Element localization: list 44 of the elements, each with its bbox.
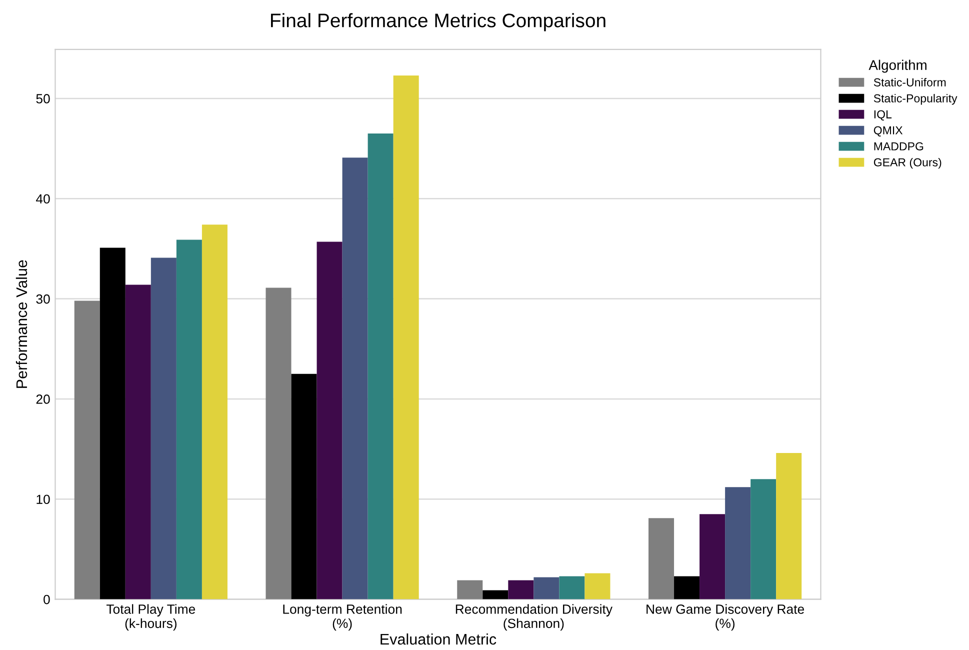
legend-label: GEAR (Ours) — [874, 158, 942, 169]
y-tick-label: 10 — [36, 494, 50, 504]
x-tick-label: Recommendation Diversity (Shannon) — [456, 604, 612, 631]
legend-label: IQL — [874, 110, 892, 120]
bar — [725, 487, 751, 600]
bar — [393, 75, 419, 600]
bar — [368, 134, 394, 600]
bar — [202, 224, 228, 600]
legend-label: Static-Uniform — [874, 78, 946, 86]
x-axis-title: Evaluation Metric — [380, 633, 496, 645]
bar — [316, 242, 342, 600]
bar — [342, 158, 368, 600]
bar — [674, 576, 700, 600]
bar — [291, 374, 317, 600]
bar — [700, 514, 726, 600]
legend-label: Static-Popularity — [874, 94, 958, 105]
y-tick-label: 50 — [36, 94, 50, 104]
bar — [266, 288, 292, 600]
legend-title: Algorithm — [868, 60, 926, 73]
bar — [482, 590, 508, 600]
bar — [74, 300, 100, 600]
y-tick-label: 20 — [36, 394, 50, 404]
bar — [125, 284, 151, 600]
bar — [100, 248, 126, 600]
bar — [648, 518, 674, 600]
legend-label: MADDPG — [874, 142, 924, 150]
bar — [508, 580, 534, 600]
y-tick-label: 30 — [36, 294, 50, 304]
y-axis-title: Performance Value — [16, 260, 28, 388]
chart-title: Final Performance Metrics Comparison — [271, 13, 606, 32]
bar — [750, 479, 776, 600]
legend-label: QMIX — [874, 126, 903, 136]
bar — [176, 240, 202, 600]
bar — [559, 576, 585, 600]
bar — [584, 573, 610, 600]
bar — [457, 580, 483, 600]
y-tick-label: 0 — [44, 594, 50, 604]
x-tick-label: New Game Discovery Rate (%) — [646, 604, 804, 631]
bar — [776, 453, 802, 600]
x-tick-label: Total Play Time (k-hours) — [106, 604, 196, 631]
y-tick-label: 40 — [36, 194, 50, 204]
x-tick-label: Long-term Retention (%) — [283, 604, 402, 631]
bar — [150, 258, 176, 600]
bar — [534, 577, 560, 600]
